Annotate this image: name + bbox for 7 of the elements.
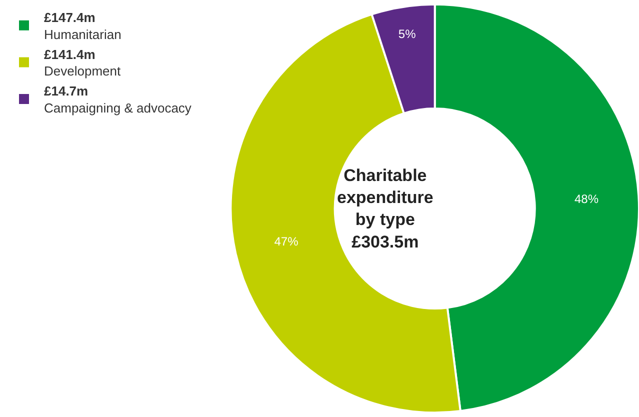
legend-label: £141.4m Development [44, 46, 121, 79]
data-label: 47% [274, 234, 299, 249]
legend-label: £147.4m Humanitarian [44, 10, 122, 42]
data-label: 48% [574, 192, 599, 206]
text: Charitable expenditure by type £303.5m [337, 166, 434, 252]
data-label: 5% [398, 27, 416, 42]
legend-label: £14.7m Campaigning & advocacy [44, 84, 192, 116]
